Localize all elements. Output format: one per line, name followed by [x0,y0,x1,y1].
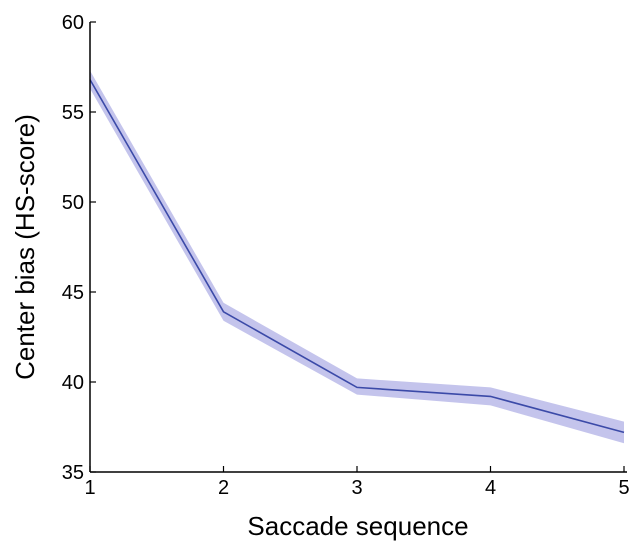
y-tick-label: 40 [62,372,84,394]
y-axis-title: Center bias (HS-score) [10,114,40,380]
y-tick-label: 45 [62,282,84,304]
y-tick-label: 35 [62,462,84,484]
y-tick-label: 55 [62,102,84,124]
x-tick-label: 2 [218,477,229,499]
x-tick-label: 3 [351,477,362,499]
x-tick-label: 5 [618,477,629,499]
series-line [89,79,625,434]
x-axis-title: Saccade sequence [247,511,468,541]
x-tick-label: 1 [84,477,95,499]
confidence-band-layer [90,70,624,444]
axes [89,22,627,473]
confidence-band [90,70,624,444]
y-tick-label: 60 [62,12,84,34]
series-line-layer [89,79,625,434]
x-tick-label: 4 [485,477,496,499]
y-tick-label: 50 [62,192,84,214]
